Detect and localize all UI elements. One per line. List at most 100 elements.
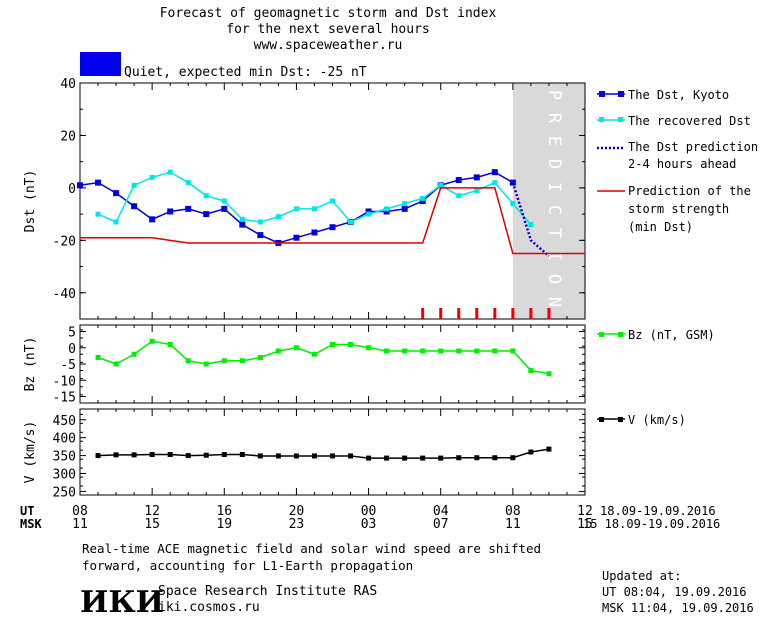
storm-marker	[421, 308, 425, 319]
data-point	[348, 342, 354, 347]
y-tick-label: 450	[53, 414, 76, 429]
data-point	[365, 208, 372, 215]
storm-marker	[547, 308, 551, 319]
data-point	[257, 355, 263, 360]
data-point	[149, 216, 156, 223]
data-point	[95, 179, 102, 186]
ut-tick-label: 12	[577, 504, 593, 519]
y-tick-label: 0	[68, 182, 76, 197]
data-point	[474, 348, 480, 354]
ut-tick-label: 00	[361, 504, 377, 519]
series-line	[98, 448, 550, 459]
data-point	[384, 206, 390, 212]
legend-label-bz: Bz (nT, GSM)	[628, 328, 715, 342]
y-tick-label: -40	[53, 287, 76, 302]
v-y-axis-label: V (km/s)	[23, 421, 38, 484]
data-point	[366, 211, 372, 217]
data-point	[185, 358, 191, 364]
data-point	[528, 222, 534, 228]
data-point	[330, 453, 335, 459]
data-point	[329, 224, 336, 231]
data-point	[167, 342, 173, 347]
msk-tick-label: 03	[361, 517, 377, 532]
data-point	[546, 446, 552, 452]
msk-tick-label: 11	[72, 517, 88, 532]
data-point	[510, 348, 516, 354]
data-point	[203, 452, 209, 458]
y-tick-label: -20	[53, 234, 76, 249]
legend-item-bz: Bz (nT, GSM)	[597, 328, 715, 342]
bz-y-axis-label: Bz (nT)	[23, 337, 38, 392]
data-point	[384, 455, 390, 461]
storm-marker	[439, 308, 443, 319]
data-point	[402, 455, 408, 461]
prediction-band-letter: C	[544, 205, 564, 215]
data-point	[257, 453, 263, 459]
data-point	[438, 182, 444, 188]
legend-item-dst-prediction: The Dst prediction 2-4 hours ahead	[597, 140, 758, 171]
data-point	[221, 452, 227, 458]
y-tick-label: -15	[53, 391, 76, 406]
data-point	[203, 361, 209, 367]
data-point	[149, 338, 155, 344]
storm-marker	[457, 308, 461, 319]
v-panel-frame	[79, 408, 586, 496]
data-point	[384, 348, 390, 354]
data-point	[239, 221, 246, 228]
legend-label-dst-prediction-1: The Dst prediction	[628, 140, 758, 154]
storm-marker	[529, 308, 533, 319]
dst-y-axis-label: Dst (nT)	[23, 170, 38, 233]
legend: The Dst, Kyoto The recovered Dst The Dst…	[597, 88, 758, 427]
storm-marker	[493, 308, 497, 319]
series-line	[97, 171, 532, 226]
data-point	[167, 169, 173, 175]
data-point	[492, 455, 498, 461]
y-tick-label: 250	[53, 485, 76, 500]
bz-panel: 50-5-10 -15 Bz (nT)	[23, 324, 586, 406]
data-point	[131, 351, 137, 357]
data-point	[366, 345, 372, 351]
data-point	[113, 190, 120, 197]
data-point	[185, 205, 192, 212]
footer-note-line2: forward, accounting for L1-Earth propaga…	[82, 558, 413, 573]
data-point	[293, 345, 299, 351]
legend-item-dst-recovered: The recovered Dst	[597, 114, 751, 128]
y-tick-label: 400	[53, 432, 76, 447]
data-point	[239, 452, 245, 458]
data-point	[420, 455, 426, 461]
msk-tick-label: 15	[577, 517, 593, 532]
data-point	[311, 351, 317, 357]
data-point	[438, 455, 444, 461]
data-point	[420, 348, 426, 354]
data-point	[473, 174, 480, 181]
date-range-ut: 18.09-19.09.2016	[600, 504, 716, 518]
prediction-band-letter: D	[544, 159, 564, 169]
data-point	[419, 198, 426, 204]
chart-title-line3: www.spaceweather.ru	[254, 38, 403, 53]
updated-ut: UT 08:04, 19.09.2016	[602, 585, 747, 599]
iki-logo: ИКИ	[80, 585, 164, 620]
data-point	[311, 453, 317, 459]
prediction-band-letter: E	[544, 136, 564, 146]
data-point	[203, 193, 209, 199]
data-point	[293, 453, 299, 459]
y-tick-label: 5	[68, 326, 76, 341]
legend-item-v: V (km/s)	[597, 413, 686, 427]
data-point	[221, 358, 227, 364]
institute-site: iki.cosmos.ru	[158, 600, 260, 615]
msk-tick-label: 15	[144, 517, 160, 532]
data-point	[185, 180, 191, 186]
msk-tick-label: 11	[505, 517, 521, 532]
ut-tick-label: 08	[505, 504, 521, 519]
bz-panel-frame	[79, 324, 586, 404]
legend-item-storm-strength: Prediction of the storm strength (min Ds…	[597, 184, 751, 234]
msk-tick-label: 19	[216, 517, 232, 532]
status-color-box	[80, 52, 121, 76]
ut-tick-label: 16	[216, 504, 232, 519]
data-point	[474, 455, 480, 461]
data-point	[492, 180, 498, 186]
data-point	[438, 348, 444, 354]
data-point	[239, 216, 245, 222]
data-point	[95, 453, 101, 459]
y-tick-label: 300	[53, 468, 76, 483]
